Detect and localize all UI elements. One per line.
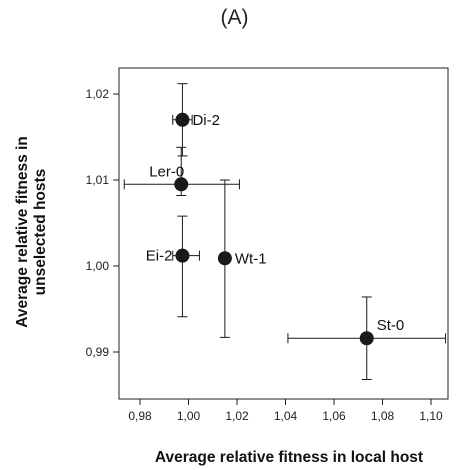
x-axis-title: Average relative fitness in local host <box>155 449 423 466</box>
data-point-st-0: St-0 <box>287 296 447 381</box>
point-marker <box>175 248 190 263</box>
point-marker <box>217 251 232 266</box>
point-label: Di-2 <box>192 112 220 129</box>
x-tick-label: 1,04 <box>274 409 298 423</box>
point-label: Wt-1 <box>235 250 267 267</box>
data-point-di-2: Di-2 <box>172 83 220 157</box>
panel-label: (A) <box>220 6 249 29</box>
data-point-wt-1: Wt-1 <box>217 179 267 338</box>
y-axis-title: Average relative fitness in unselected h… <box>14 136 49 328</box>
x-tick-label: 1,02 <box>225 409 249 423</box>
point-marker <box>174 177 189 192</box>
x-tick-label: 0,98 <box>128 409 152 423</box>
plot-frame <box>118 67 449 400</box>
x-tick-label: 1,10 <box>419 409 443 423</box>
data-point-ei-2: Ei-2 <box>146 215 200 318</box>
x-tick-label: 1,06 <box>322 409 346 423</box>
data-point-ler-0: Ler-0 <box>123 146 240 196</box>
y-tick-label: 1,01 <box>86 173 110 187</box>
y-tick-label: 1,00 <box>86 259 110 273</box>
y-tick-label: 1,02 <box>86 87 110 101</box>
point-marker <box>175 112 190 127</box>
y-axis-title-line-2: unselected hosts <box>32 169 49 296</box>
point-label: St-0 <box>377 317 405 334</box>
point-label: Ler-0 <box>149 163 184 180</box>
x-axis: 0,98 1,00 1,02 1,04 1,06 1,08 1,10 <box>128 399 443 423</box>
y-tick-label: 0,99 <box>86 345 110 359</box>
x-tick-label: 1,08 <box>371 409 395 423</box>
point-marker <box>359 331 374 346</box>
x-tick-label: 1,00 <box>177 409 201 423</box>
data-points: Di-2 Ler-0 Ei-2 Wt-1 St-0 <box>123 83 447 381</box>
y-axis: 0,99 1,00 1,01 1,02 <box>86 87 119 359</box>
y-axis-title-line-1: Average relative fitness in <box>14 136 31 328</box>
point-label: Ei-2 <box>146 248 173 265</box>
